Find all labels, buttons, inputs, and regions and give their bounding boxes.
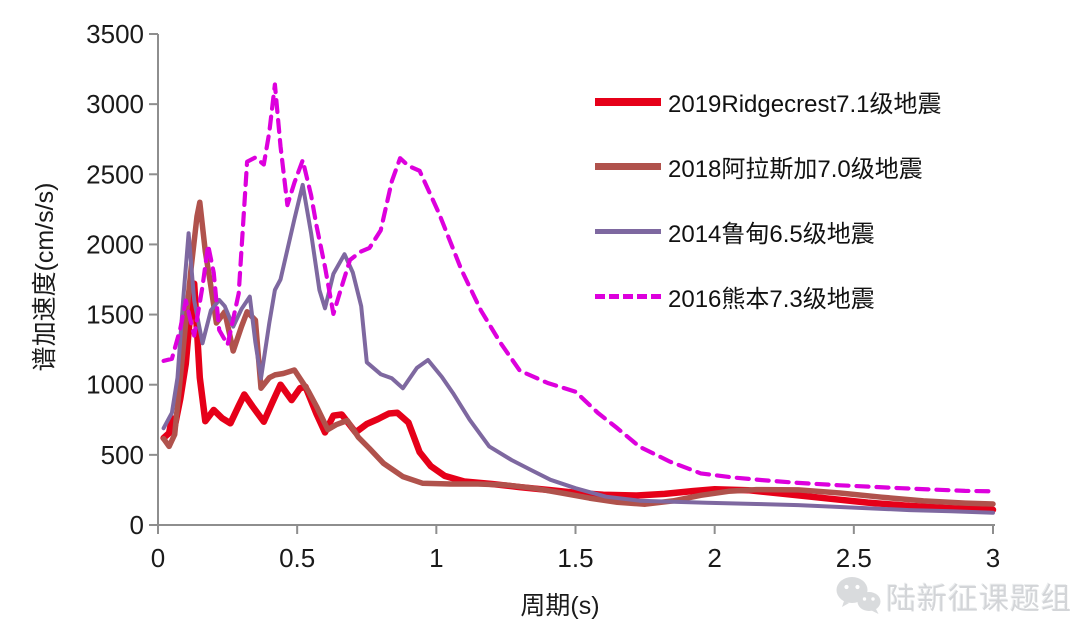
legend-swatch-alaska-line	[595, 163, 661, 170]
legend-item-ridgecrest: 2019Ridgecrest7.1级地震	[595, 69, 941, 134]
watermark-text: 陆新征课题组	[886, 583, 1072, 616]
x-tick-label: 0.5	[279, 543, 315, 573]
legend-swatch-ludian-line	[595, 229, 661, 234]
legend-swatch-kumamoto-line	[595, 294, 661, 299]
y-tick-label: 1500	[86, 300, 144, 330]
legend-swatch-ridgecrest-line	[595, 97, 661, 106]
x-tick-label: 0	[151, 543, 165, 573]
y-tick-label: 2500	[86, 159, 144, 189]
series-line-2	[161, 182, 995, 515]
watermark: 陆新征课题组	[834, 574, 1072, 618]
legend-label-alaska: 2018阿拉斯加7.0级地震	[668, 156, 923, 183]
y-tick-label: 1000	[86, 370, 144, 400]
legend-label-ridgecrest: 2019Ridgecrest7.1级地震	[668, 91, 942, 118]
x-tick-label: 1.5	[557, 543, 593, 573]
x-tick-label: 3	[986, 543, 1000, 573]
legend-item-ludian: 2014鲁甸6.5级地震	[595, 199, 941, 264]
series-line-3	[161, 82, 996, 494]
legend-label-ludian: 2014鲁甸6.5级地震	[668, 221, 875, 248]
legend-item-alaska: 2018阿拉斯加7.0级地震	[595, 134, 941, 199]
y-tick-label: 0	[130, 510, 144, 540]
y-tick-label: 3500	[86, 19, 144, 49]
y-axis-title: 谱加速度(cm/s/s)	[31, 182, 59, 372]
y-tick-label: 500	[101, 440, 144, 470]
y-tick-label: 3000	[86, 89, 144, 119]
x-tick-label: 1	[429, 543, 443, 573]
legend-item-kumamoto: 2016熊本7.3级地震	[595, 264, 941, 329]
x-tick-label: 2	[707, 543, 721, 573]
wechat-icon	[836, 577, 881, 614]
y-tick-label: 2000	[86, 229, 144, 259]
x-tick-label: 2.5	[836, 543, 872, 573]
legend: 2019Ridgecrest7.1级地震 2018阿拉斯加7.0级地震 2014…	[595, 69, 941, 329]
x-axis-title: 周期(s)	[520, 592, 600, 620]
legend-label-kumamoto: 2016熊本7.3级地震	[668, 286, 875, 313]
